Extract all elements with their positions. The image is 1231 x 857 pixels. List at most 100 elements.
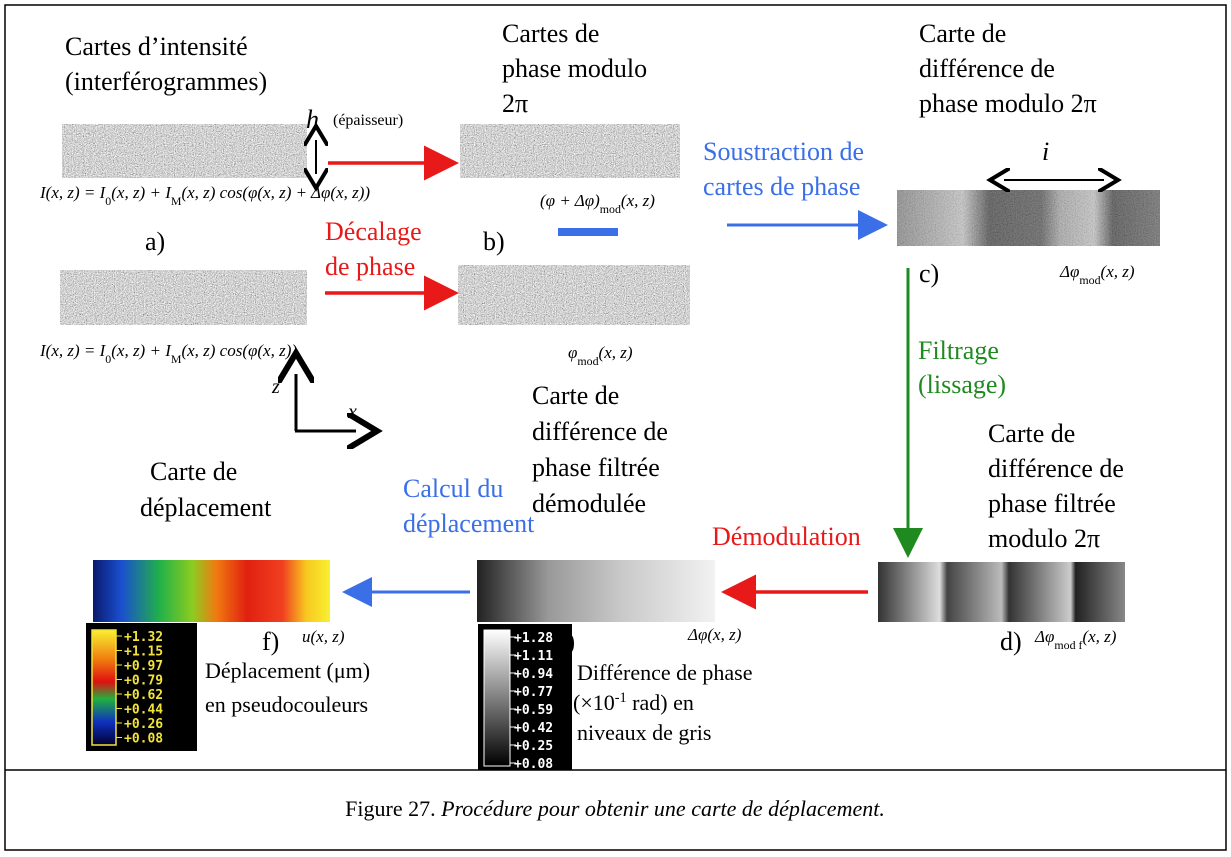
colorbar-label: +0.08 [514,757,553,772]
axis-label: z [271,376,280,398]
formula-part: mod f [1054,638,1082,652]
caption-text: Procédure pour obtenir une carte de dépl… [440,796,885,821]
colorbar-label: +1.32 [124,630,163,645]
formula: Δφ(x, z) [687,625,742,644]
caption-part: (×10 [573,690,615,715]
formula: Δφmod(x, z) [1059,262,1135,287]
formula-part: I(x, z) = I [39,183,107,202]
title: 2π [502,89,528,118]
formula-part: (x, z) [1082,627,1116,646]
colorbar-e [483,629,511,767]
formula: I(x, z) = I0(x, z) + IM(x, z) cos(φ(x, z… [39,183,370,208]
axis-label: x [347,401,357,423]
formula-part: 0 [105,352,111,366]
formula-part: φ [568,343,577,362]
formula-part: I(x, z) = I [39,341,107,360]
colorbar-caption: niveaux de gris [577,720,711,745]
formula: I(x, z) = I0(x, z) + IM(x, z) cos(φ(x, z… [39,341,297,366]
step-label: déplacement [403,509,535,538]
title: différence de [919,54,1055,83]
image-a-bottom [60,270,307,325]
symbol-label: (épaisseur) [333,112,403,129]
formula-part: u(x, z) [302,627,345,646]
caption-part: -1 [615,690,627,706]
step-label: Calcul du [403,474,503,503]
colorbar-label: +0.08 [124,732,163,747]
colorbar-label: +0.94 [514,667,553,682]
colorbar-label: +0.26 [124,717,163,732]
step-label: Soustraction de [703,137,864,166]
panel-label: c) [919,259,939,288]
title: Carte de [988,419,1075,448]
title: Carte de [150,457,237,486]
step-label: Décalage [325,217,422,246]
image-a-top [62,124,307,178]
formula-part: M [171,352,182,366]
formula-part: Δφ(x, z) [687,625,742,644]
formula-part: (x, z) + I [111,341,172,360]
formula: φmod(x, z) [568,343,633,368]
colorbar-f [91,629,117,746]
title: phase modulo [502,54,647,83]
formula: (φ + Δφ)mod(x, z) [540,191,655,216]
title: Cartes d’intensité [65,32,248,61]
colorbar-caption: (×10-1 rad) en [573,690,694,715]
colorbar-label: +1.11 [514,649,553,664]
colorbar-label: +0.79 [124,674,163,689]
title: phase filtrée [988,489,1116,518]
colorbar-caption: Déplacement (μm) [205,658,370,683]
colorbar-caption: en pseudocouleurs [205,692,368,717]
colorbar-label: +0.97 [124,659,163,674]
colorbar-label: +0.59 [514,703,553,718]
formula-part: Δφ [1059,262,1079,281]
title: modulo 2π [988,524,1100,553]
title: (interférogrammes) [65,67,267,96]
panel-label: b) [483,227,505,256]
title: différence de [988,454,1124,483]
formula-part: mod [600,202,621,216]
panel-label: a) [145,227,165,256]
formula-part: mod [1079,273,1100,287]
minus-sign [558,228,618,236]
step-label: Filtrage [918,336,999,365]
formula-part: (x, z) [1101,262,1135,281]
colorbar-label: +1.28 [514,631,553,646]
title: Carte de [532,381,619,410]
formula-part: 0 [105,194,111,208]
colorbar-label: +1.15 [124,645,163,660]
formula-part: (x, z) [599,343,633,362]
symbol: h [306,105,319,134]
caption-part: rad) en [627,690,694,715]
caption: Figure 27. Procédure pour obtenir une ca… [345,796,885,821]
colorbar-label: +0.62 [124,688,163,703]
symbol: i [1042,137,1049,166]
image-b-top [460,124,680,178]
title: Carte de [919,19,1006,48]
formula-part: mod [577,354,598,368]
formula-part: M [171,194,182,208]
title: démodulée [532,489,646,518]
colorbar-label: +0.77 [514,685,553,700]
caption-number: Figure 27. [345,796,441,821]
step-label: Démodulation [712,522,861,551]
image-f [93,560,330,622]
formula: u(x, z) [302,627,345,646]
image-b-bottom [458,265,690,325]
formula: Δφmod f(x, z) [1034,627,1117,652]
image-d [878,562,1125,622]
formula-part: Δφ [1034,627,1054,646]
colorbar-label: +0.25 [514,739,553,754]
formula-part: (x, z) cos(φ(x, z) + Δφ(x, z)) [181,183,370,202]
image-e [477,560,715,622]
frame [4,4,1227,851]
step-label: de phase [325,252,415,281]
colorbar-label: +0.44 [124,703,163,718]
formula-part: (x, z) cos(φ(x, z)) [181,341,297,360]
image-c-noise [897,190,1160,246]
step-label: (lissage) [918,370,1006,399]
formula-part: (x, z) + I [111,183,172,202]
title: phase filtrée [532,453,660,482]
formula-part: (φ + Δφ) [540,191,600,210]
panel-label: f) [262,627,279,656]
